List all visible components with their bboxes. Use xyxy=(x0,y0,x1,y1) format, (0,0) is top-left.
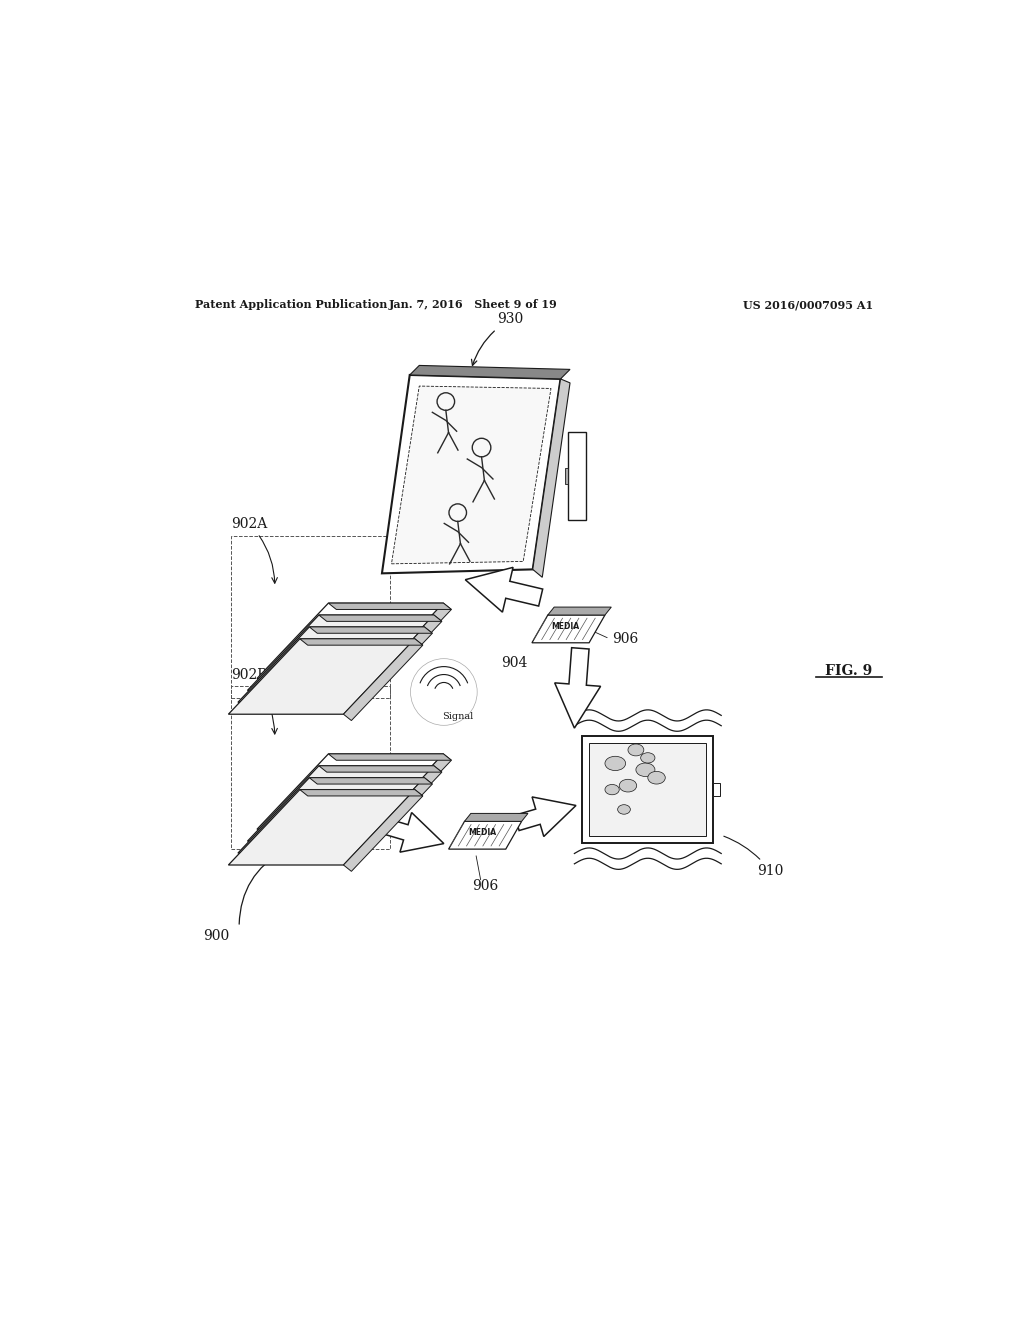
Polygon shape xyxy=(449,821,521,849)
Polygon shape xyxy=(257,603,443,678)
Polygon shape xyxy=(362,766,442,847)
Text: Signal: Signal xyxy=(442,711,474,721)
Text: MEDIA: MEDIA xyxy=(468,829,496,837)
Polygon shape xyxy=(257,754,443,829)
Polygon shape xyxy=(565,469,568,484)
Polygon shape xyxy=(380,813,443,853)
Polygon shape xyxy=(410,366,570,379)
Bar xyxy=(714,783,720,796)
Bar xyxy=(590,743,707,836)
Polygon shape xyxy=(238,627,424,702)
Polygon shape xyxy=(555,648,601,729)
Polygon shape xyxy=(300,789,423,796)
Polygon shape xyxy=(372,603,452,685)
Text: 906: 906 xyxy=(612,632,638,645)
Ellipse shape xyxy=(636,763,655,776)
Text: 904: 904 xyxy=(501,656,527,669)
Polygon shape xyxy=(465,813,528,821)
Text: Jan. 7, 2016   Sheet 9 of 19: Jan. 7, 2016 Sheet 9 of 19 xyxy=(389,300,558,310)
Polygon shape xyxy=(465,568,543,612)
Polygon shape xyxy=(532,379,570,577)
Polygon shape xyxy=(238,777,424,853)
Text: MEDIA: MEDIA xyxy=(551,622,580,631)
Text: US 2016/0007095 A1: US 2016/0007095 A1 xyxy=(743,300,873,310)
Polygon shape xyxy=(248,615,434,690)
Ellipse shape xyxy=(620,779,637,792)
Text: 900: 900 xyxy=(204,929,229,944)
Polygon shape xyxy=(382,375,560,573)
Polygon shape xyxy=(228,639,415,714)
Text: 910: 910 xyxy=(724,836,783,878)
Polygon shape xyxy=(228,789,415,865)
Polygon shape xyxy=(329,603,452,610)
Polygon shape xyxy=(309,777,432,784)
Polygon shape xyxy=(309,627,432,634)
Polygon shape xyxy=(343,639,423,721)
Bar xyxy=(583,737,714,843)
Polygon shape xyxy=(300,639,423,645)
Polygon shape xyxy=(531,615,605,643)
Text: 902B: 902B xyxy=(231,668,278,734)
Polygon shape xyxy=(353,627,432,709)
Polygon shape xyxy=(568,433,586,520)
Circle shape xyxy=(411,659,477,725)
Text: 902A: 902A xyxy=(231,516,278,583)
Ellipse shape xyxy=(648,771,666,784)
Ellipse shape xyxy=(605,756,626,771)
Polygon shape xyxy=(391,385,551,564)
Text: Patent Application Publication: Patent Application Publication xyxy=(196,300,388,310)
Polygon shape xyxy=(343,789,423,871)
Bar xyxy=(231,686,390,849)
Polygon shape xyxy=(318,615,442,622)
Polygon shape xyxy=(362,615,442,697)
Text: 906: 906 xyxy=(472,879,498,894)
Polygon shape xyxy=(248,766,434,841)
Ellipse shape xyxy=(641,752,655,763)
Ellipse shape xyxy=(628,744,644,756)
Polygon shape xyxy=(372,754,452,836)
Ellipse shape xyxy=(605,784,620,795)
Polygon shape xyxy=(548,607,611,615)
Polygon shape xyxy=(515,797,575,837)
Polygon shape xyxy=(329,754,452,760)
Bar xyxy=(231,536,390,698)
Polygon shape xyxy=(353,777,432,859)
Ellipse shape xyxy=(617,805,631,814)
Polygon shape xyxy=(318,766,442,772)
Text: FIG. 9: FIG. 9 xyxy=(825,664,872,677)
Text: 930: 930 xyxy=(471,313,523,366)
